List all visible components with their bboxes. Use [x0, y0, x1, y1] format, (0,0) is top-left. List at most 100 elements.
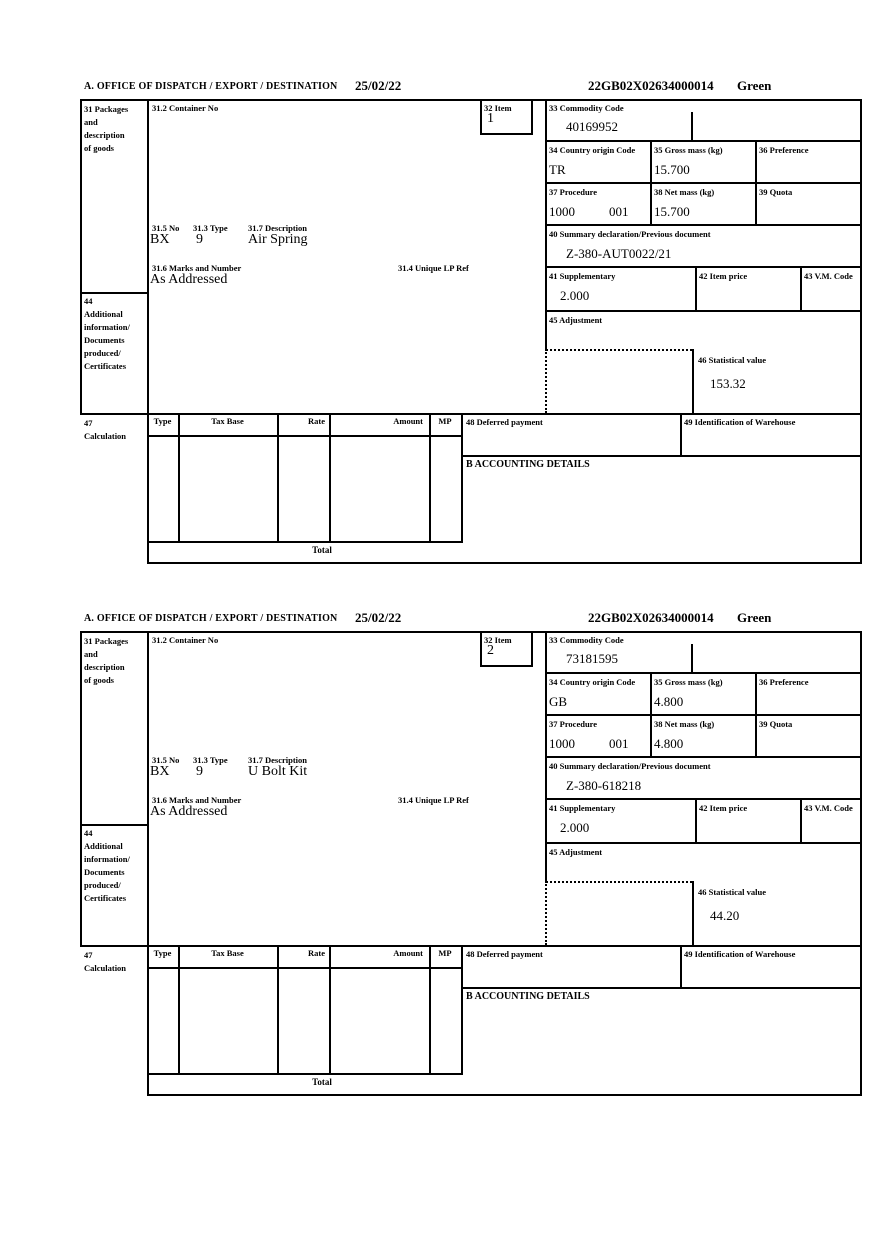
tax-base-column-header: Tax Base	[211, 948, 244, 958]
package-type-value: 9	[196, 764, 203, 779]
form-line	[80, 631, 862, 633]
procedure-ext-value: 001	[609, 204, 629, 219]
form-line	[147, 99, 149, 562]
form-line	[480, 133, 533, 135]
tax-type-column-header: Type	[153, 416, 172, 426]
box32-item-label: 32 Item	[484, 103, 512, 113]
package-count-value: BX	[150, 232, 170, 247]
box43-vm-code-label: 43 V.M. Code	[804, 271, 853, 281]
form-line	[480, 99, 482, 133]
amount-column-header: Amount	[393, 416, 423, 426]
form-line	[147, 967, 463, 969]
dotted-line	[546, 349, 692, 351]
form-line	[80, 824, 149, 826]
box42-item-price-label: 42 Item price	[699, 803, 748, 813]
box42-item-price-label: 42 Item price	[699, 271, 748, 281]
form-line	[800, 798, 802, 842]
net-mass-value: 15.700	[654, 204, 690, 219]
supplementary-units-value: 2.000	[560, 820, 590, 835]
box31-7-description-label: 31.7 Description	[248, 223, 308, 233]
box47-calculation-label: 47 Calculation	[84, 950, 127, 973]
box31-6-marks-label: 31.6 Marks and Number	[152, 263, 242, 273]
form-line	[480, 665, 533, 667]
box48-deferred-payment-label: 48 Deferred payment	[466, 417, 543, 427]
tax-base-column-header: Tax Base	[211, 416, 244, 426]
previous-document-value: Z-380-618218	[566, 778, 642, 793]
box31-2-container-label: 31.2 Container No	[152, 103, 219, 113]
routing-indicator: Green	[737, 610, 772, 625]
form-line	[545, 798, 862, 800]
form-line	[545, 672, 862, 674]
box31-4-lp-ref-label: 31.4 Unique LP Ref	[398, 795, 469, 805]
form-line	[545, 714, 862, 716]
box36-preference-label: 36 Preference	[759, 145, 809, 155]
form-line	[277, 413, 279, 541]
box35-gross-mass-label: 35 Gross mass (kg)	[654, 677, 723, 687]
commodity-code-value: 40169952	[566, 119, 618, 134]
form-line	[178, 413, 180, 541]
form-line	[80, 292, 149, 294]
item-number-value: 2	[487, 643, 494, 658]
form-line	[147, 1073, 463, 1075]
box33-commodity-label: 33 Commodity Code	[549, 103, 624, 113]
form-line	[147, 435, 463, 437]
form-line	[277, 945, 279, 1073]
country-origin-value: GB	[549, 694, 568, 709]
dotted-line	[546, 881, 692, 883]
tax-type-column-header: Type	[153, 948, 172, 958]
box31-3-type-label: 31.3 Type	[193, 755, 228, 765]
procedure-value: 1000	[549, 736, 575, 751]
form-line	[680, 945, 682, 987]
form-line	[680, 413, 682, 455]
form-line	[800, 266, 802, 310]
country-origin-value: TR	[549, 162, 566, 177]
form-line	[329, 413, 331, 541]
box47-calculation-label: 47 Calculation	[84, 418, 127, 441]
box46-statistical-value-label: 46 Statistical value	[698, 355, 766, 365]
form-line	[147, 1094, 862, 1096]
package-type-value: 9	[196, 232, 203, 247]
form-line	[692, 349, 694, 413]
box34-origin-label: 34 Country origin Code	[549, 677, 636, 687]
dispatch-date: 25/02/22	[355, 78, 402, 93]
office-of-dispatch-label: A. OFFICE OF DISPATCH / EXPORT / DESTINA…	[84, 81, 338, 92]
statistical-value: 44.20	[710, 908, 740, 923]
goods-description-value: U Bolt Kit	[248, 764, 308, 779]
form-line	[695, 798, 697, 842]
box31-7-description-label: 31.7 Description	[248, 755, 308, 765]
form-line	[545, 182, 862, 184]
total-row-label: Total	[312, 1077, 332, 1087]
mp-column-header: MP	[438, 416, 452, 426]
commodity-code-value: 73181595	[566, 651, 618, 666]
box31-6-marks-label: 31.6 Marks and Number	[152, 795, 242, 805]
form-line	[80, 99, 862, 101]
movement-reference-number: 22GB02X02634000014	[588, 610, 714, 625]
form-line	[461, 413, 463, 541]
box49-warehouse-label: 49 Identification of Warehouse	[684, 949, 796, 959]
package-count-value: BX	[150, 764, 170, 779]
gross-mass-value: 15.700	[654, 162, 690, 177]
form-line	[650, 672, 652, 756]
mp-column-header: MP	[438, 948, 452, 958]
box45-adjustment-label: 45 Adjustment	[549, 315, 603, 325]
form-line	[695, 266, 697, 310]
box38-net-mass-label: 38 Net mass (kg)	[654, 187, 715, 197]
box44-additional-info-label: 44 Additional information/ Documents pro…	[84, 296, 130, 371]
box33-commodity-label: 33 Commodity Code	[549, 635, 624, 645]
form-line	[545, 756, 862, 758]
box43-vm-code-label: 43 V.M. Code	[804, 803, 853, 813]
form-line	[545, 266, 862, 268]
box46-statistical-value-label: 46 Statistical value	[698, 887, 766, 897]
box31-3-type-label: 31.3 Type	[193, 223, 228, 233]
dotted-line	[545, 349, 547, 413]
box34-origin-label: 34 Country origin Code	[549, 145, 636, 155]
form-line	[755, 140, 757, 224]
item-number-value: 1	[487, 111, 494, 126]
form-line	[178, 945, 180, 1073]
form-line	[80, 413, 862, 415]
box35-gross-mass-label: 35 Gross mass (kg)	[654, 145, 723, 155]
form-line	[755, 672, 757, 756]
routing-indicator: Green	[737, 78, 772, 93]
box45-adjustment-label: 45 Adjustment	[549, 847, 603, 857]
form-line	[860, 99, 862, 564]
